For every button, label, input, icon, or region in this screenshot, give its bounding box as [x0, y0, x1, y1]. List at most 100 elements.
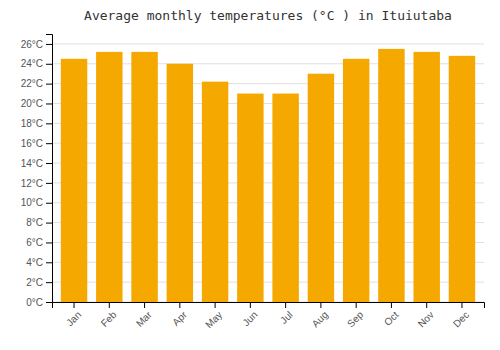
tick-mark: [46, 183, 52, 184]
bar: [131, 52, 157, 302]
tick-mark: [46, 143, 52, 144]
title: Average monthly temperatures (°C ) in It…: [84, 8, 452, 23]
tick: 0°C: [26, 297, 52, 308]
tick: Dec: [451, 302, 471, 329]
tick-label: 20°C: [21, 98, 43, 109]
tick-label: Mar: [134, 309, 154, 329]
tick-mark: [356, 302, 357, 308]
tick: Apr: [170, 302, 189, 328]
x-axis: Jan Feb Mar Apr May Jun Jul Aug Sep Oct Nov Dec: [53, 302, 485, 330]
tick-mark: [426, 302, 427, 308]
tick-label: Apr: [170, 309, 189, 328]
tick: 16°C: [21, 138, 52, 149]
bar: [378, 49, 404, 302]
tick: 20°C: [21, 98, 52, 109]
bar: [237, 94, 263, 302]
tick-mark: [46, 302, 52, 303]
tick: 4°C: [26, 257, 52, 268]
tick-mark: [179, 302, 180, 308]
tick-mark: [46, 64, 52, 65]
tick: Sep: [345, 302, 366, 329]
tick: Mar: [134, 302, 154, 329]
tick: 8°C: [26, 217, 52, 228]
tick-label: 16°C: [21, 138, 43, 149]
tick: Feb: [99, 302, 119, 329]
tick-mark: [461, 302, 462, 308]
tick: 2°C: [26, 277, 52, 288]
tick: 10°C: [21, 197, 52, 208]
tick: 18°C: [21, 118, 52, 129]
tick-label: Jan: [64, 309, 83, 328]
tick-label: 26°C: [21, 39, 43, 50]
tick-mark: [46, 203, 52, 204]
tick-label: Jul: [278, 309, 295, 326]
tick-label: 8°C: [26, 217, 43, 228]
axis-line: [46, 35, 53, 303]
tick: Nov: [416, 302, 436, 329]
tick-label: 24°C: [21, 58, 43, 69]
tick-label: 4°C: [26, 257, 43, 268]
tick-label: 0°C: [26, 297, 43, 308]
tick-mark: [320, 302, 321, 308]
tick: Jun: [240, 302, 259, 328]
tick-mark: [46, 84, 52, 85]
tick-mark: [46, 282, 52, 283]
tick-mark: [74, 302, 75, 308]
tick-mark: [250, 302, 251, 308]
chart: 0°C 2°C 4°C 6°C 8°C 10°C 12°C 14°C 16°C 18°C 20°C 2…: [0, 0, 500, 350]
tick-mark: [46, 262, 52, 263]
bar: [272, 94, 298, 302]
tick-label: May: [203, 309, 224, 330]
tick: Oct: [382, 302, 401, 328]
tick-label: 2°C: [26, 277, 43, 288]
tick: 14°C: [21, 158, 52, 169]
tick-mark: [46, 242, 52, 243]
y-axis: 0°C 2°C 4°C 6°C 8°C 10°C 12°C 14°C 16°C 18°C 20°C 2…: [21, 35, 53, 308]
tick-label: Dec: [451, 309, 471, 329]
tick-mark: [46, 163, 52, 164]
bar: [413, 52, 439, 302]
tick: 6°C: [26, 237, 52, 248]
tick-label: 18°C: [21, 118, 43, 129]
grid: [52, 44, 484, 302]
tick-mark: [46, 44, 52, 45]
bar: [343, 59, 369, 302]
tick: 24°C: [21, 58, 52, 69]
bar: [449, 56, 475, 302]
bars: [61, 49, 475, 302]
axis-line: [53, 303, 485, 309]
tick-mark: [46, 103, 52, 104]
tick-mark: [391, 302, 392, 308]
tick-label: 22°C: [21, 78, 43, 89]
tick-label: Sep: [345, 309, 366, 330]
tick: 26°C: [21, 39, 52, 50]
tick: Aug: [310, 302, 330, 329]
bar: [202, 82, 228, 302]
tick-mark: [215, 302, 216, 308]
tick-label: 14°C: [21, 158, 43, 169]
bar: [167, 64, 193, 302]
bar: [308, 74, 334, 302]
tick: 22°C: [21, 78, 52, 89]
tick: 12°C: [21, 178, 52, 189]
tick-mark: [46, 123, 52, 124]
tick: Jul: [278, 302, 295, 326]
plot: 0°C 2°C 4°C 6°C 8°C 10°C 12°C 14°C 16°C 18°C 20°C 2…: [21, 35, 485, 331]
tick-label: Oct: [382, 309, 401, 328]
bar: [61, 59, 87, 302]
tick-mark: [285, 302, 286, 308]
tick-label: Feb: [99, 309, 119, 329]
bar: [96, 52, 122, 302]
tick-mark: [109, 302, 110, 308]
tick-label: Nov: [416, 309, 436, 329]
tick: May: [203, 302, 224, 330]
tick-label: Jun: [240, 309, 259, 328]
tick-label: 12°C: [21, 178, 43, 189]
tick: Jan: [64, 302, 83, 328]
tick-label: 6°C: [26, 237, 43, 248]
tick-mark: [144, 302, 145, 308]
tick-label: 10°C: [21, 197, 43, 208]
tick-label: Aug: [310, 309, 330, 329]
tick-mark: [46, 223, 52, 224]
grid-line: [52, 43, 484, 44]
